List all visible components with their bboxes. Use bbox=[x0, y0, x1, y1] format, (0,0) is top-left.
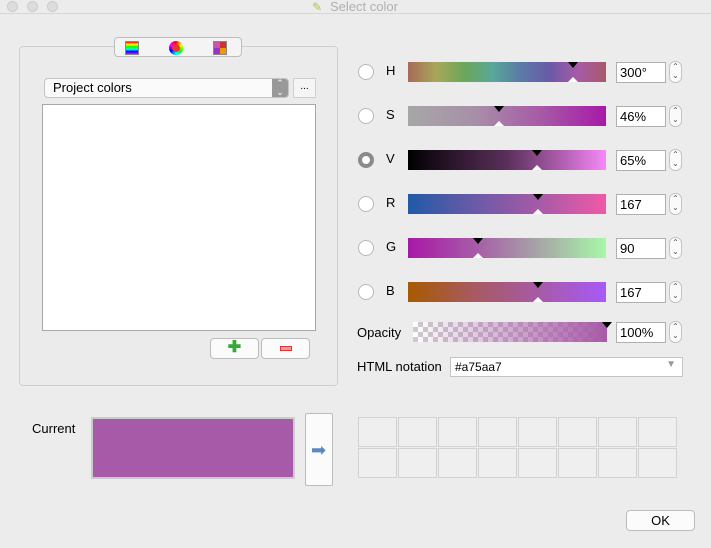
swatch-cell[interactable] bbox=[558, 448, 597, 478]
dropdown-arrow-icon: ▼ bbox=[666, 359, 676, 370]
channel-slider-s[interactable] bbox=[408, 106, 606, 126]
saved-swatches-grid bbox=[358, 417, 678, 479]
slider-marker[interactable] bbox=[531, 150, 542, 156]
slider-marker[interactable] bbox=[472, 238, 483, 244]
channel-stepper[interactable]: ⌃ ⌄ bbox=[669, 61, 682, 83]
opacity-slider[interactable] bbox=[413, 322, 612, 342]
color-wheel-icon[interactable] bbox=[169, 41, 183, 55]
close-window-button[interactable] bbox=[7, 1, 18, 12]
minimize-window-button[interactable] bbox=[27, 1, 38, 12]
current-color-swatch bbox=[91, 417, 295, 479]
channel-radio-s[interactable] bbox=[358, 108, 374, 124]
slider-marker[interactable] bbox=[532, 194, 543, 200]
slider-marker-bottom bbox=[532, 209, 543, 214]
channel-label: S bbox=[386, 107, 395, 122]
channel-slider-r[interactable] bbox=[408, 194, 606, 214]
current-label: Current bbox=[32, 421, 76, 436]
opacity-marker[interactable] bbox=[602, 322, 612, 328]
html-notation-label: HTML notation bbox=[357, 359, 442, 374]
slider-marker-bottom bbox=[567, 77, 578, 82]
channel-stepper[interactable]: ⌃ ⌄ bbox=[669, 281, 682, 303]
add-color-button[interactable]: ✚ bbox=[210, 338, 259, 359]
slider-marker-bottom bbox=[532, 297, 543, 302]
palette-color-list[interactable] bbox=[42, 104, 316, 331]
channel-radio-g[interactable] bbox=[358, 240, 374, 256]
channel-spinbox[interactable]: 300° bbox=[616, 62, 666, 83]
html-notation-input[interactable]: #a75aa7 ▼ bbox=[450, 357, 683, 377]
channel-radio-v[interactable] bbox=[358, 152, 374, 168]
swatch-cell[interactable] bbox=[358, 417, 397, 447]
channel-label: G bbox=[386, 239, 397, 254]
ok-button[interactable]: OK bbox=[626, 510, 695, 531]
swatch-cell[interactable] bbox=[638, 448, 677, 478]
swatch-cell[interactable] bbox=[358, 448, 397, 478]
swatch-cell[interactable] bbox=[478, 448, 517, 478]
channel-stepper[interactable]: ⌃ ⌄ bbox=[669, 237, 682, 259]
opacity-stepper[interactable]: ⌃ ⌄ bbox=[669, 321, 682, 343]
channel-stepper[interactable]: ⌃ ⌄ bbox=[669, 105, 682, 127]
channel-label: H bbox=[386, 63, 396, 78]
arrow-right-icon: ➡ bbox=[311, 440, 327, 460]
slider-marker[interactable] bbox=[532, 282, 543, 288]
opacity-label: Opacity bbox=[357, 325, 402, 340]
channel-label: R bbox=[386, 195, 396, 210]
swatch-cell[interactable] bbox=[438, 448, 477, 478]
channel-spinbox[interactable]: 46% bbox=[616, 106, 666, 127]
remove-color-button[interactable] bbox=[261, 338, 310, 359]
palette-select[interactable]: Project colors ⌃ ⌄ bbox=[44, 78, 289, 98]
swatch-cell[interactable] bbox=[398, 448, 437, 478]
swatch-cell[interactable] bbox=[598, 448, 637, 478]
add-to-swatches-button[interactable]: ➡ bbox=[305, 413, 333, 486]
swatch-cell[interactable] bbox=[558, 417, 597, 447]
slider-marker-bottom bbox=[494, 121, 505, 126]
slider-marker-bottom bbox=[472, 253, 483, 258]
channel-radio-r[interactable] bbox=[358, 196, 374, 212]
title-bar: ✎ Select color bbox=[0, 0, 711, 14]
channel-label: V bbox=[386, 151, 395, 166]
swatch-cell[interactable] bbox=[398, 417, 437, 447]
slider-marker[interactable] bbox=[494, 106, 505, 112]
channel-slider-b[interactable] bbox=[408, 282, 606, 302]
channel-spinbox[interactable]: 167 bbox=[616, 194, 666, 215]
swatch-grid-icon[interactable] bbox=[213, 41, 227, 55]
channel-label: B bbox=[386, 283, 395, 298]
channel-slider-g[interactable] bbox=[408, 238, 606, 258]
channel-radio-h[interactable] bbox=[358, 64, 374, 80]
swatch-cell[interactable] bbox=[518, 417, 557, 447]
channel-stepper[interactable]: ⌃ ⌄ bbox=[669, 193, 682, 215]
channel-slider-h[interactable] bbox=[408, 62, 606, 82]
app-icon: ✎ bbox=[312, 0, 323, 14]
chevron-updown-icon: ⌃ ⌄ bbox=[272, 79, 288, 97]
swatch-cell[interactable] bbox=[438, 417, 477, 447]
swatch-cell[interactable] bbox=[518, 448, 557, 478]
channel-stepper[interactable]: ⌃ ⌄ bbox=[669, 149, 682, 171]
channel-slider-v[interactable] bbox=[408, 150, 606, 170]
html-notation-value: #a75aa7 bbox=[455, 360, 502, 374]
slider-marker-bottom bbox=[531, 165, 542, 170]
swatch-cell[interactable] bbox=[598, 417, 637, 447]
channel-radio-b[interactable] bbox=[358, 284, 374, 300]
swatch-cell[interactable] bbox=[638, 417, 677, 447]
slider-marker[interactable] bbox=[567, 62, 578, 68]
window-title: Select color bbox=[330, 0, 398, 14]
palette-select-value: Project colors bbox=[53, 80, 132, 95]
opacity-spinbox[interactable]: 100% bbox=[616, 322, 666, 343]
plus-icon: ✚ bbox=[227, 339, 242, 356]
color-ramp-icon[interactable] bbox=[125, 41, 139, 55]
channel-spinbox[interactable]: 65% bbox=[616, 150, 666, 171]
channel-spinbox[interactable]: 90 bbox=[616, 238, 666, 259]
palette-menu-button[interactable]: ... bbox=[293, 78, 316, 98]
swatch-cell[interactable] bbox=[478, 417, 517, 447]
picker-tabs bbox=[114, 37, 242, 57]
channel-spinbox[interactable]: 167 bbox=[616, 282, 666, 303]
minus-icon bbox=[279, 346, 292, 351]
zoom-window-button[interactable] bbox=[47, 1, 58, 12]
